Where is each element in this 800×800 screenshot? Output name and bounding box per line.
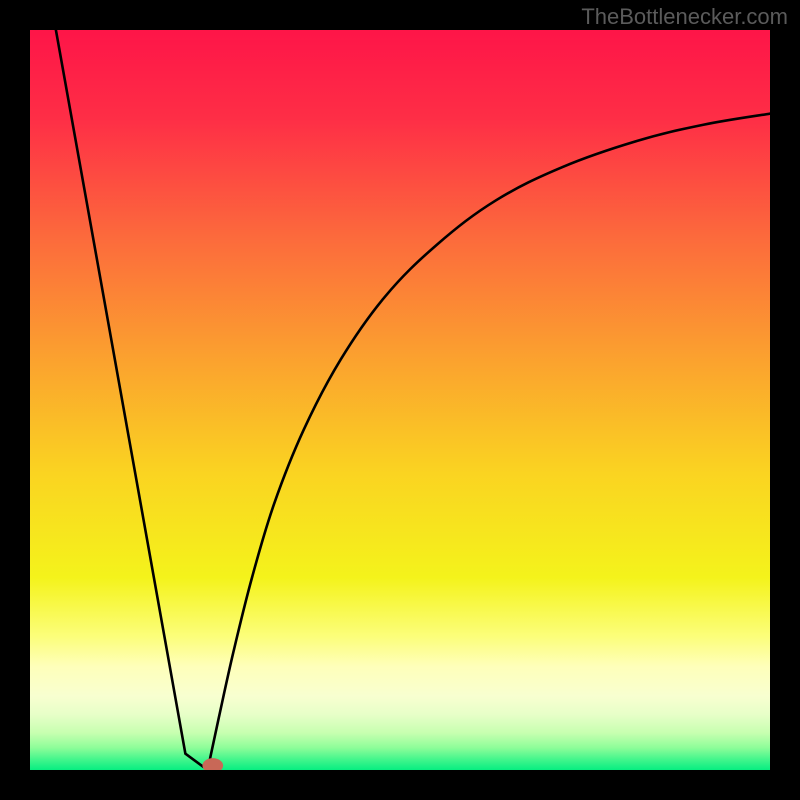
chart-container: TheBottlenecker.com — [0, 0, 800, 800]
plot-area — [30, 30, 770, 770]
gradient-background — [30, 30, 770, 770]
chart-svg — [30, 30, 770, 770]
watermark-text: TheBottlenecker.com — [581, 4, 788, 30]
